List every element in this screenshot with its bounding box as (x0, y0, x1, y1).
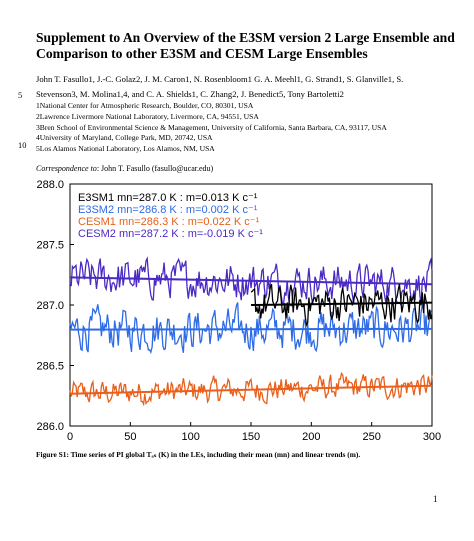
line-number: 5 (18, 91, 23, 100)
x-tick-label: 200 (302, 431, 320, 443)
time-series-chart: 0 50 100 150 200 250 300 286.0 286.5 287.0 287.5 28… (36, 180, 441, 443)
x-tick-label: 150 (242, 431, 260, 443)
y-tick-label: 286.0 (36, 421, 64, 433)
legend-entry: E3SM1 mn=287.0 K : m=0.013 K c⁻¹ (78, 192, 258, 204)
series-line (250, 283, 433, 327)
author-line: Stevenson3, M. Molina1,4, and C. A. Shie… (36, 88, 344, 99)
affiliation: 4University of Maryland, College Park, M… (36, 133, 213, 143)
y-tick-label: 288.0 (36, 180, 64, 191)
y-tick-label: 287.5 (36, 240, 64, 252)
trend-line (250, 301, 433, 306)
x-tick-label: 300 (423, 431, 441, 443)
legend-entry: E3SM2 mn=286.8 K : m=0.002 K c⁻¹ (78, 204, 258, 216)
legend-entry: CESM1 mn=286.3 K : m=0.022 K c⁻¹ (78, 216, 260, 228)
y-tick-label: 287.0 (36, 300, 64, 312)
x-tick-label: 100 (181, 431, 199, 443)
legend-entry: CESM2 mn=287.2 K : m=-0.019 K c⁻¹ (78, 228, 263, 240)
figure-caption: Figure S1: Time series of PI global Tₐₛ … (36, 450, 361, 459)
line-number: 10 (18, 141, 27, 150)
author-list: John T. Fasullo1, J.-C. Golaz2, J. M. Ca… (36, 72, 452, 101)
affiliation: 3Bren School of Environmental Science & … (36, 122, 387, 132)
author-line: John T. Fasullo1, J.-C. Golaz2, J. M. Ca… (36, 74, 404, 84)
affiliation: 2Lawrence Livermore National Laboratory,… (36, 111, 259, 121)
x-tick-label: 0 (67, 431, 73, 443)
affiliation: 1National Center for Atmospheric Researc… (36, 101, 254, 110)
correspondence: Correspondence to: John T. Fasullo (fasu… (36, 164, 213, 173)
affiliation: 5Los Alamos National Laboratory, Los Ala… (36, 144, 215, 154)
correspondence-text: : John T. Fasullo (fasullo@ucar.edu) (96, 164, 214, 173)
page-number: 1 (433, 494, 438, 504)
correspondence-label: Correspondence to (36, 164, 97, 173)
trend-line (69, 327, 433, 331)
paper-title: Supplement to An Overview of the E3SM ve… (36, 30, 455, 61)
trend-line (69, 384, 433, 395)
series-line (69, 301, 433, 355)
x-tick-label: 250 (362, 431, 380, 443)
x-tick-label: 50 (124, 431, 136, 443)
trend-line (69, 276, 433, 286)
affiliations: 1National Center for Atmospheric Researc… (36, 101, 456, 155)
y-tick-label: 286.5 (36, 361, 64, 373)
